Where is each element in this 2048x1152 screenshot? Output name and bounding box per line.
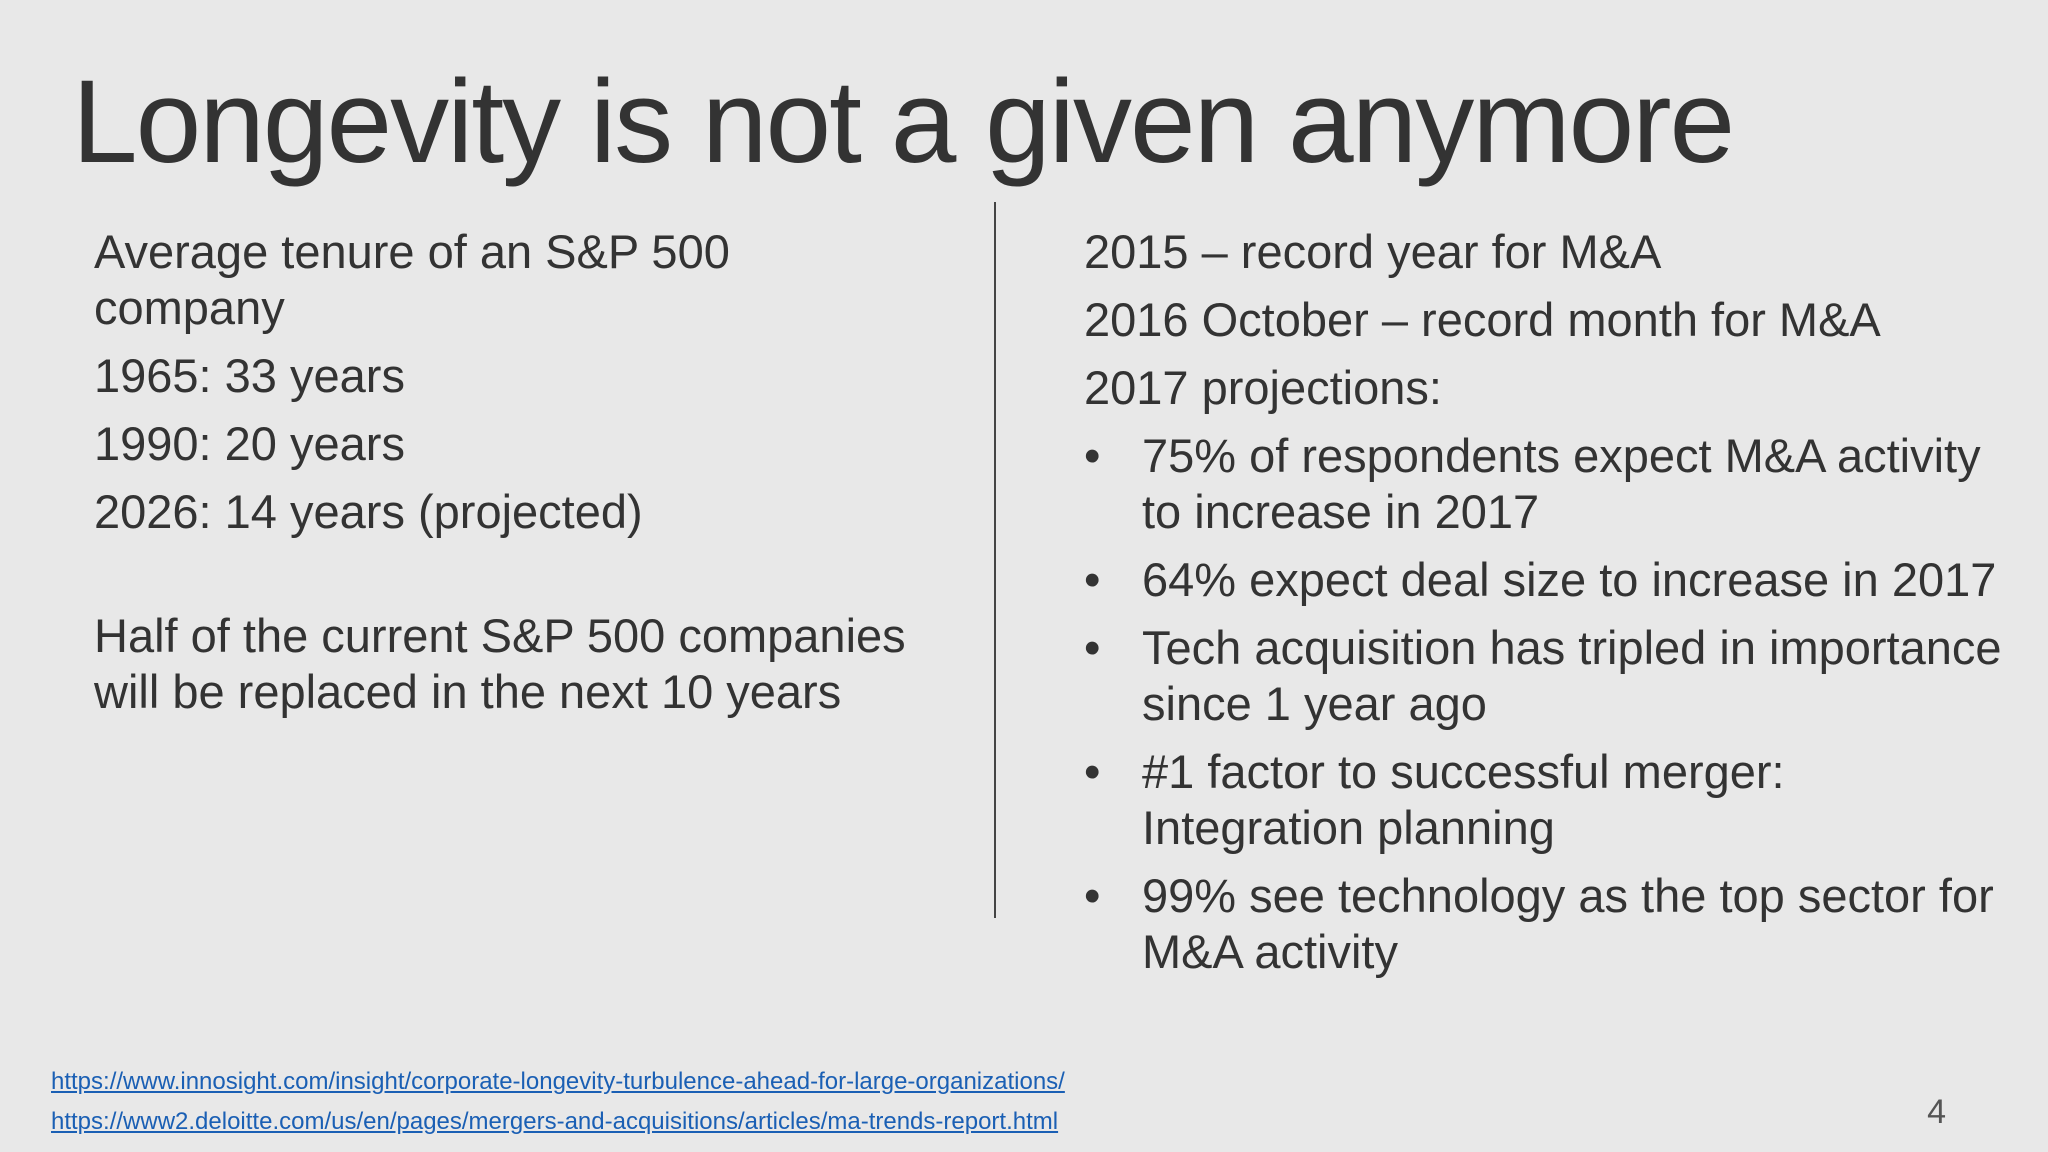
bullet-icon: • [1084,429,1101,482]
page-number: 4 [1927,1093,1946,1131]
bullet-text: 99% see technology as the top sector for… [1142,869,1994,978]
right-paragraph: 2017 projections: [1084,361,1442,414]
list-item: • 99% see technology as the top sector f… [1084,868,2014,980]
left-paragraph: 2026: 14 years (projected) [94,485,643,538]
bullet-text: #1 factor to successful merger: Integrat… [1142,745,1785,854]
list-item: • Tech acquisition has tripled in import… [1084,620,2014,732]
bullet-icon: • [1084,621,1101,674]
list-item: • 75% of respondents expect M&A activity… [1084,428,2014,540]
bullet-icon: • [1084,869,1101,922]
column-divider [994,202,996,918]
bullet-icon: • [1084,745,1101,798]
bullet-text: 64% expect deal size to increase in 2017 [1142,553,1997,606]
left-column: Average tenure of an S&P 500 company 196… [94,224,914,732]
right-paragraph: 2015 – record year for M&A [1084,225,1662,278]
list-item: • 64% expect deal size to increase in 20… [1084,552,2014,608]
bullet-text: Tech acquisition has tripled in importan… [1142,621,2002,730]
left-paragraph: 1990: 20 years [94,417,405,470]
left-paragraph: Average tenure of an S&P 500 company [94,225,730,334]
slide-title: Longevity is not a given anymore [72,56,1735,188]
right-column: 2015 – record year for M&A 2016 October … [1084,224,2014,992]
bullet-icon: • [1084,553,1101,606]
left-paragraph: 1965: 33 years [94,349,405,402]
source-links: https://www.innosight.com/insight/corpor… [51,1062,1065,1142]
bullet-text: 75% of respondents expect M&A activity t… [1142,429,1981,538]
left-note: Half of the current S&P 500 companies wi… [94,609,906,718]
right-paragraph: 2016 October – record month for M&A [1084,293,1881,346]
source-link-innosight[interactable]: https://www.innosight.com/insight/corpor… [51,1068,1065,1095]
source-link-deloitte[interactable]: https://www2.deloitte.com/us/en/pages/me… [51,1108,1059,1135]
list-item: • #1 factor to successful merger: Integr… [1084,744,2014,856]
projection-list: • 75% of respondents expect M&A activity… [1084,428,2014,980]
